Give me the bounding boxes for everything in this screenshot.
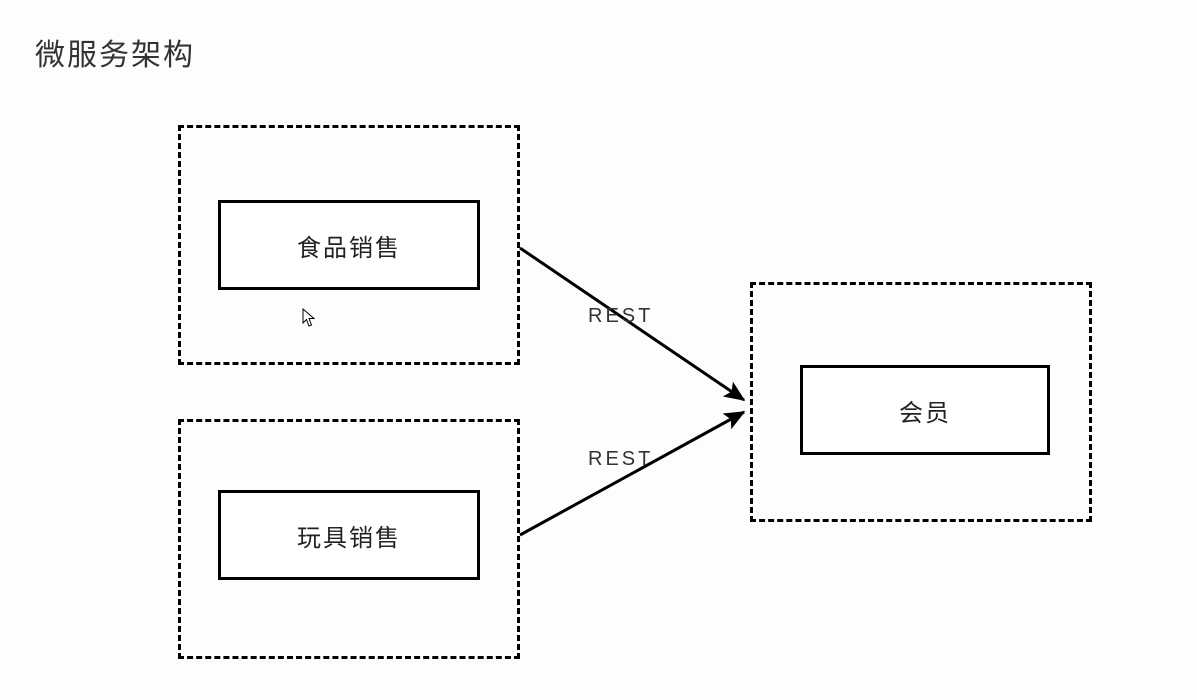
service-toy-box: 玩具销售 [218,490,480,580]
edge-toy-to-member [520,412,744,535]
service-member-label: 会员 [899,393,951,428]
edge-toy-label: REST [588,448,653,471]
edge-food-label: REST [588,305,653,328]
service-food-box: 食品销售 [218,200,480,290]
architecture-diagram: 食品销售 玩具销售 会员 REST REST [0,0,1197,700]
service-food-label: 食品销售 [297,228,401,263]
service-toy-label: 玩具销售 [297,518,401,553]
service-member-box: 会员 [800,365,1050,455]
